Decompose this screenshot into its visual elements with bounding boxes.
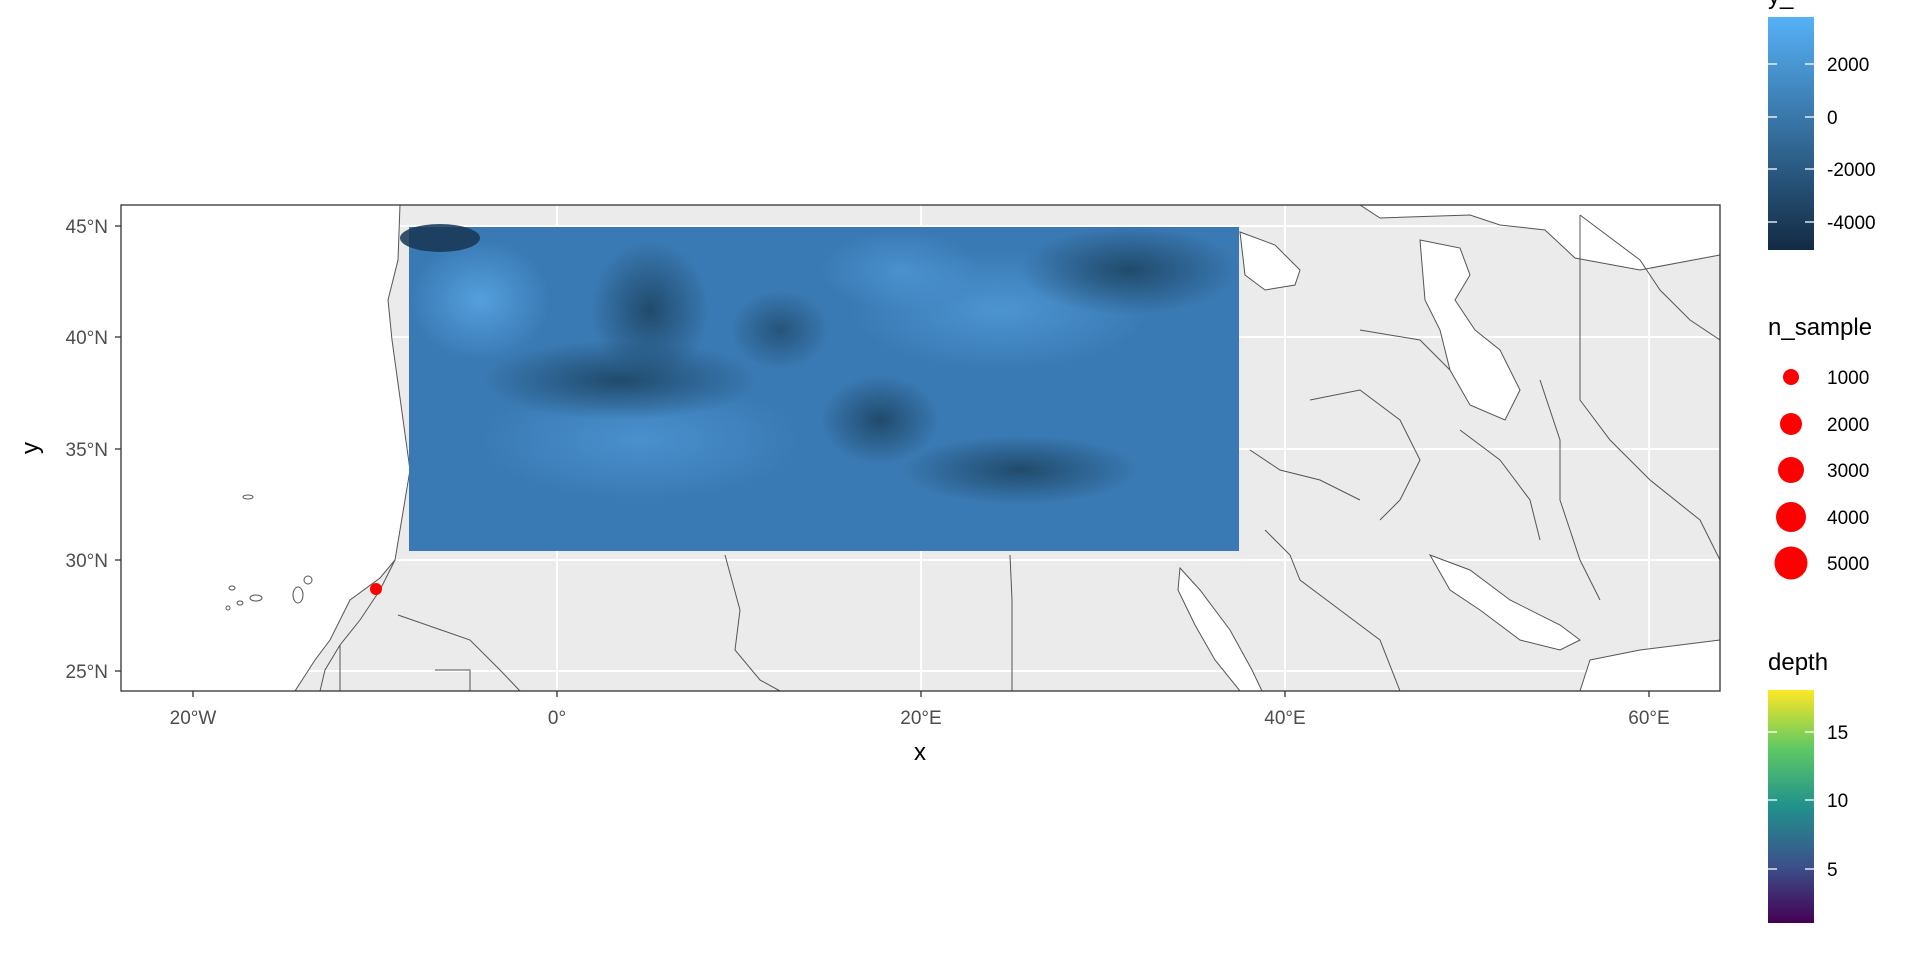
- country-borders: [319, 214, 1720, 691]
- sample-point: [370, 583, 382, 595]
- topography-raster: [400, 224, 1240, 551]
- legend-label: 2000: [1827, 55, 1869, 76]
- colorbar-topography: [1768, 17, 1814, 250]
- x-axis: 20°W 0° 20°E 40°E 60°E: [170, 691, 1670, 729]
- red-sea: [1177, 566, 1263, 691]
- legend-label: 1000: [1827, 368, 1869, 389]
- legend-label: 5: [1827, 860, 1838, 881]
- y-tick-label: 25°N: [66, 662, 108, 683]
- persian-gulf: [1428, 554, 1581, 651]
- legend-size-key: [1778, 457, 1804, 483]
- y-tick-label: 40°N: [66, 328, 108, 349]
- colorbar-depth: [1768, 690, 1814, 923]
- y-axis-label: y: [17, 442, 44, 454]
- legend-label: 4000: [1827, 508, 1869, 529]
- legend-size-key: [1780, 413, 1802, 435]
- map-panel: [120, 204, 1721, 692]
- legend-label: 0: [1827, 108, 1838, 129]
- y-tick-label: 45°N: [66, 217, 108, 238]
- land-and-sea: [121, 205, 1720, 691]
- legend-size-key: [1783, 369, 1799, 385]
- atlantic-islands: [225, 494, 313, 611]
- y-tick-label: 35°N: [66, 440, 108, 461]
- legend-depth: depth 15 10 5: [1768, 649, 1848, 923]
- y-tick-label: 30°N: [66, 551, 108, 572]
- legend-label: 2000: [1827, 415, 1869, 436]
- atlantic-ocean: [121, 205, 411, 691]
- x-tick-label: 60°E: [1628, 708, 1669, 729]
- legend-label: 15: [1827, 723, 1848, 744]
- y-axis: 45°N 40°N 35°N 30°N 25°N: [66, 217, 121, 683]
- legend-topography: y_ 2000 0 -2000 -4000: [1768, 0, 1876, 250]
- black-sea: [1239, 231, 1301, 291]
- legend-label: -2000: [1827, 160, 1876, 181]
- legend-title: depth: [1768, 649, 1828, 676]
- legend-label: 5000: [1827, 554, 1869, 575]
- northern-area: [1359, 205, 1720, 271]
- legend-size-key: [1774, 546, 1808, 580]
- legend-size-key: [1776, 502, 1806, 532]
- caspian-sea: [1419, 239, 1521, 421]
- legend-title: n_sample: [1768, 314, 1872, 341]
- x-axis-label: x: [914, 739, 926, 766]
- x-tick-label: 0°: [548, 708, 566, 729]
- x-tick-label: 20°W: [170, 708, 217, 729]
- legend-title: y_: [1768, 0, 1794, 10]
- arabian-sea: [1579, 639, 1720, 691]
- x-tick-label: 40°E: [1264, 708, 1305, 729]
- legend-n-sample: n_sample 1000 2000 3000 4000 5000: [1768, 314, 1872, 580]
- x-tick-label: 20°E: [900, 708, 941, 729]
- legend-label: 10: [1827, 791, 1848, 812]
- legend-label: -4000: [1827, 213, 1876, 234]
- legend-label: 3000: [1827, 461, 1869, 482]
